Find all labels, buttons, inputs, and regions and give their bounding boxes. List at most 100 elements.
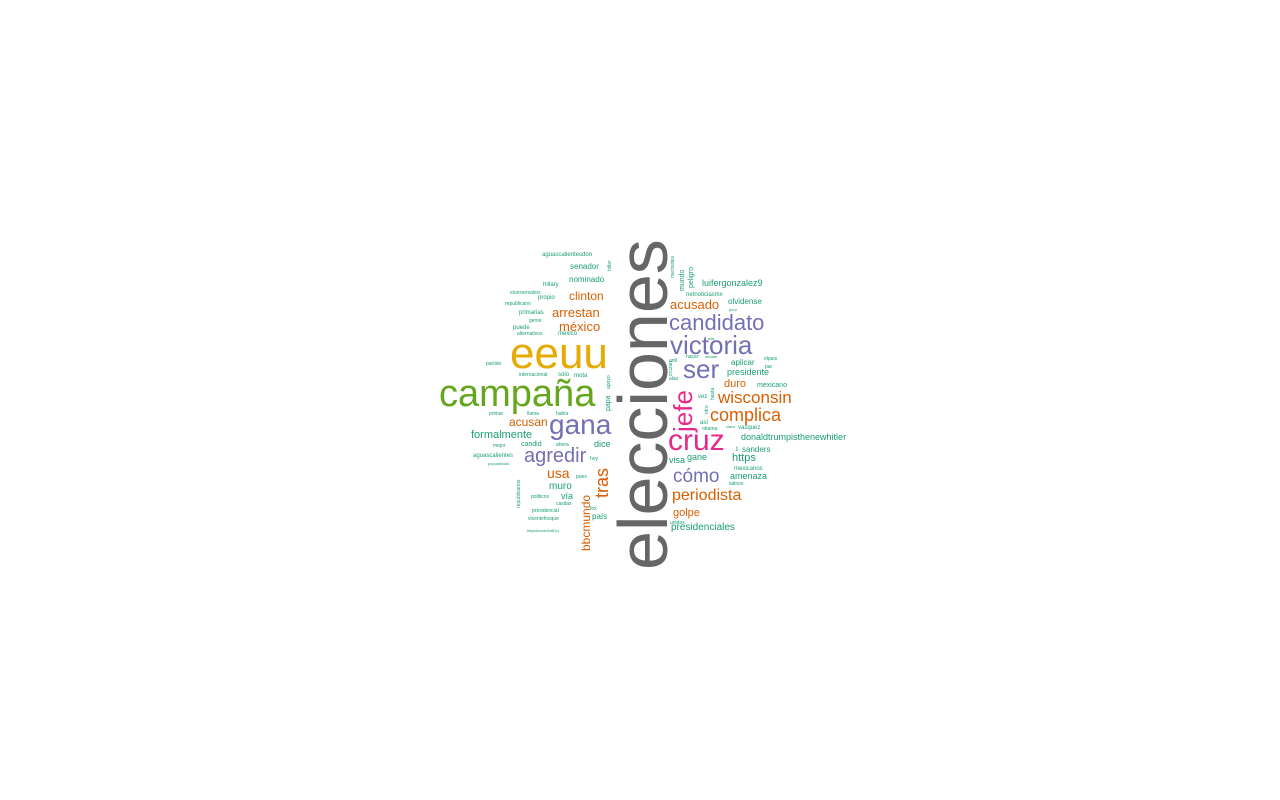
word-internacional: internacional bbox=[519, 372, 547, 378]
word-dice: dice bbox=[594, 439, 611, 449]
word-complica: complica bbox=[710, 405, 782, 425]
word-clara: clara bbox=[726, 424, 735, 429]
word-wisconsin: wisconsin bbox=[717, 388, 792, 407]
word-muro: muro bbox=[549, 481, 572, 492]
word-donaldtrumpisthenewhitler: donaldtrumpisthenewhitler bbox=[741, 432, 846, 442]
word-duro: duro bbox=[724, 378, 746, 390]
word-periodista: periodista bbox=[672, 487, 741, 504]
word-fox: fox bbox=[590, 506, 597, 512]
word-visa: visa bbox=[669, 455, 685, 465]
word-peligro: peligro bbox=[688, 267, 695, 288]
word-pais: país bbox=[592, 512, 607, 521]
word-mercedes: mercedes bbox=[670, 256, 676, 278]
word-acusado: acusado bbox=[670, 297, 719, 312]
word-politicos: politicos bbox=[531, 494, 550, 500]
word-via: vía bbox=[561, 491, 573, 501]
word-vicentefoxque: vicentefoxque bbox=[528, 516, 559, 522]
word-mexico-small: méxico bbox=[558, 331, 578, 337]
word-amenaza: amenaza bbox=[730, 471, 767, 481]
word-pues: pues bbox=[576, 474, 587, 480]
word-peor: peor bbox=[729, 307, 738, 312]
word-cruzan: cruzan bbox=[668, 361, 674, 376]
word-otro: otro bbox=[704, 405, 710, 414]
word-agredir: agredir bbox=[524, 445, 587, 467]
word-partido: partido bbox=[486, 361, 502, 367]
word-nominado: nominado bbox=[569, 275, 605, 284]
word-httpstco: httpstcoxde6d81q bbox=[527, 528, 559, 533]
word-apoyo: apoyo bbox=[606, 375, 612, 389]
word-mejor: mejor bbox=[493, 443, 506, 449]
word-republicanos: republicanos bbox=[516, 479, 522, 508]
word-cruz: cruz bbox=[668, 424, 725, 457]
word-hitler: hitler bbox=[607, 260, 613, 271]
word-olvidense: olvidense bbox=[728, 297, 762, 306]
word-formalmente: formalmente bbox=[471, 429, 532, 441]
word-eluniversalmx: eluniversalmx bbox=[510, 290, 541, 296]
word-elpais: elpais bbox=[764, 356, 778, 362]
word-anti: anti bbox=[669, 358, 677, 364]
word-asi: así bbox=[700, 420, 708, 426]
word-elecciones: elecciones bbox=[604, 239, 682, 570]
word-como: cómo bbox=[673, 466, 719, 487]
word-aguascalientes: aguascalientes bbox=[473, 453, 513, 459]
word-senador: senador bbox=[570, 262, 599, 271]
word-propio: propio bbox=[538, 295, 555, 301]
word-mundo: mundo bbox=[679, 269, 686, 291]
word-republicanoc: republicano bbox=[505, 301, 531, 307]
word-candidato: candidato bbox=[669, 310, 764, 335]
word-castigo: casitas bbox=[556, 501, 572, 507]
word-acusan: acusan bbox=[509, 415, 548, 429]
word-tre: tre bbox=[734, 446, 739, 451]
word-mexico: méxico bbox=[559, 319, 600, 334]
word-bbcmundo: bbcmundo bbox=[579, 495, 593, 551]
word-https: https bbox=[732, 452, 756, 464]
word-elia: elia bbox=[708, 336, 715, 341]
word-par: par bbox=[765, 364, 773, 370]
word-aguascalientesdon: aguascalientesdon bbox=[542, 252, 592, 258]
word-netnoticiasmx: netnoticiasmx bbox=[686, 292, 723, 298]
word-hoy: hoy bbox=[590, 456, 599, 462]
word-latinos: latinos bbox=[729, 481, 744, 487]
word-solo: solo bbox=[558, 372, 570, 378]
word-luifergonzalez9: luifergonzalez9 bbox=[702, 278, 763, 288]
word-golpe: golpe bbox=[673, 507, 700, 519]
word-gana: gana bbox=[549, 409, 612, 440]
word-presidencial: presidencial bbox=[532, 508, 559, 514]
word-presidente: presidente bbox=[727, 367, 769, 377]
word-presidenciales: presidenciales bbox=[671, 522, 735, 533]
word-alternativos: alternativos bbox=[517, 331, 543, 337]
word-sanders: sanders bbox=[742, 445, 770, 454]
word-clinton: clinton bbox=[569, 289, 604, 303]
word-arrestan: arrestan bbox=[552, 305, 600, 320]
word-aplicar: aplicar bbox=[731, 358, 755, 367]
word-jefe: jefe bbox=[668, 390, 698, 433]
word-primarias: primarias bbox=[519, 310, 544, 316]
word-candid: candid bbox=[521, 441, 542, 448]
word-hasta: hasta bbox=[710, 388, 716, 400]
word-vez: vez bbox=[698, 394, 707, 400]
word-hillary: hillary bbox=[543, 282, 559, 288]
word-campana: campaña bbox=[439, 373, 596, 415]
word-debate: debate bbox=[705, 354, 718, 359]
word-ser: ser bbox=[683, 354, 719, 384]
word-popularidad: popularidad bbox=[488, 461, 509, 466]
word-eeuu: eeuu bbox=[510, 329, 608, 378]
word-primar: primar bbox=[489, 411, 504, 417]
word-habla: habla bbox=[556, 411, 568, 417]
word-llama: llama bbox=[527, 411, 539, 417]
word-mexicanos: mexicanos bbox=[734, 466, 763, 472]
word-obama: obama bbox=[702, 426, 718, 432]
word-hacer: hacer bbox=[686, 354, 699, 360]
word-puede: puede bbox=[513, 325, 530, 331]
word-tras: tras bbox=[592, 468, 612, 498]
word-mota: mota bbox=[574, 373, 588, 379]
word-mexicano: mexicano bbox=[757, 382, 787, 389]
word-ahora: ahora bbox=[556, 442, 569, 448]
word-usa: usa bbox=[547, 465, 570, 481]
word-victoria: victoria bbox=[670, 330, 753, 360]
word-gente: gente bbox=[529, 318, 542, 324]
word-alas: alas bbox=[669, 376, 679, 382]
word-vazquez: vazquez bbox=[738, 425, 760, 431]
word-papa: papa bbox=[605, 395, 612, 411]
